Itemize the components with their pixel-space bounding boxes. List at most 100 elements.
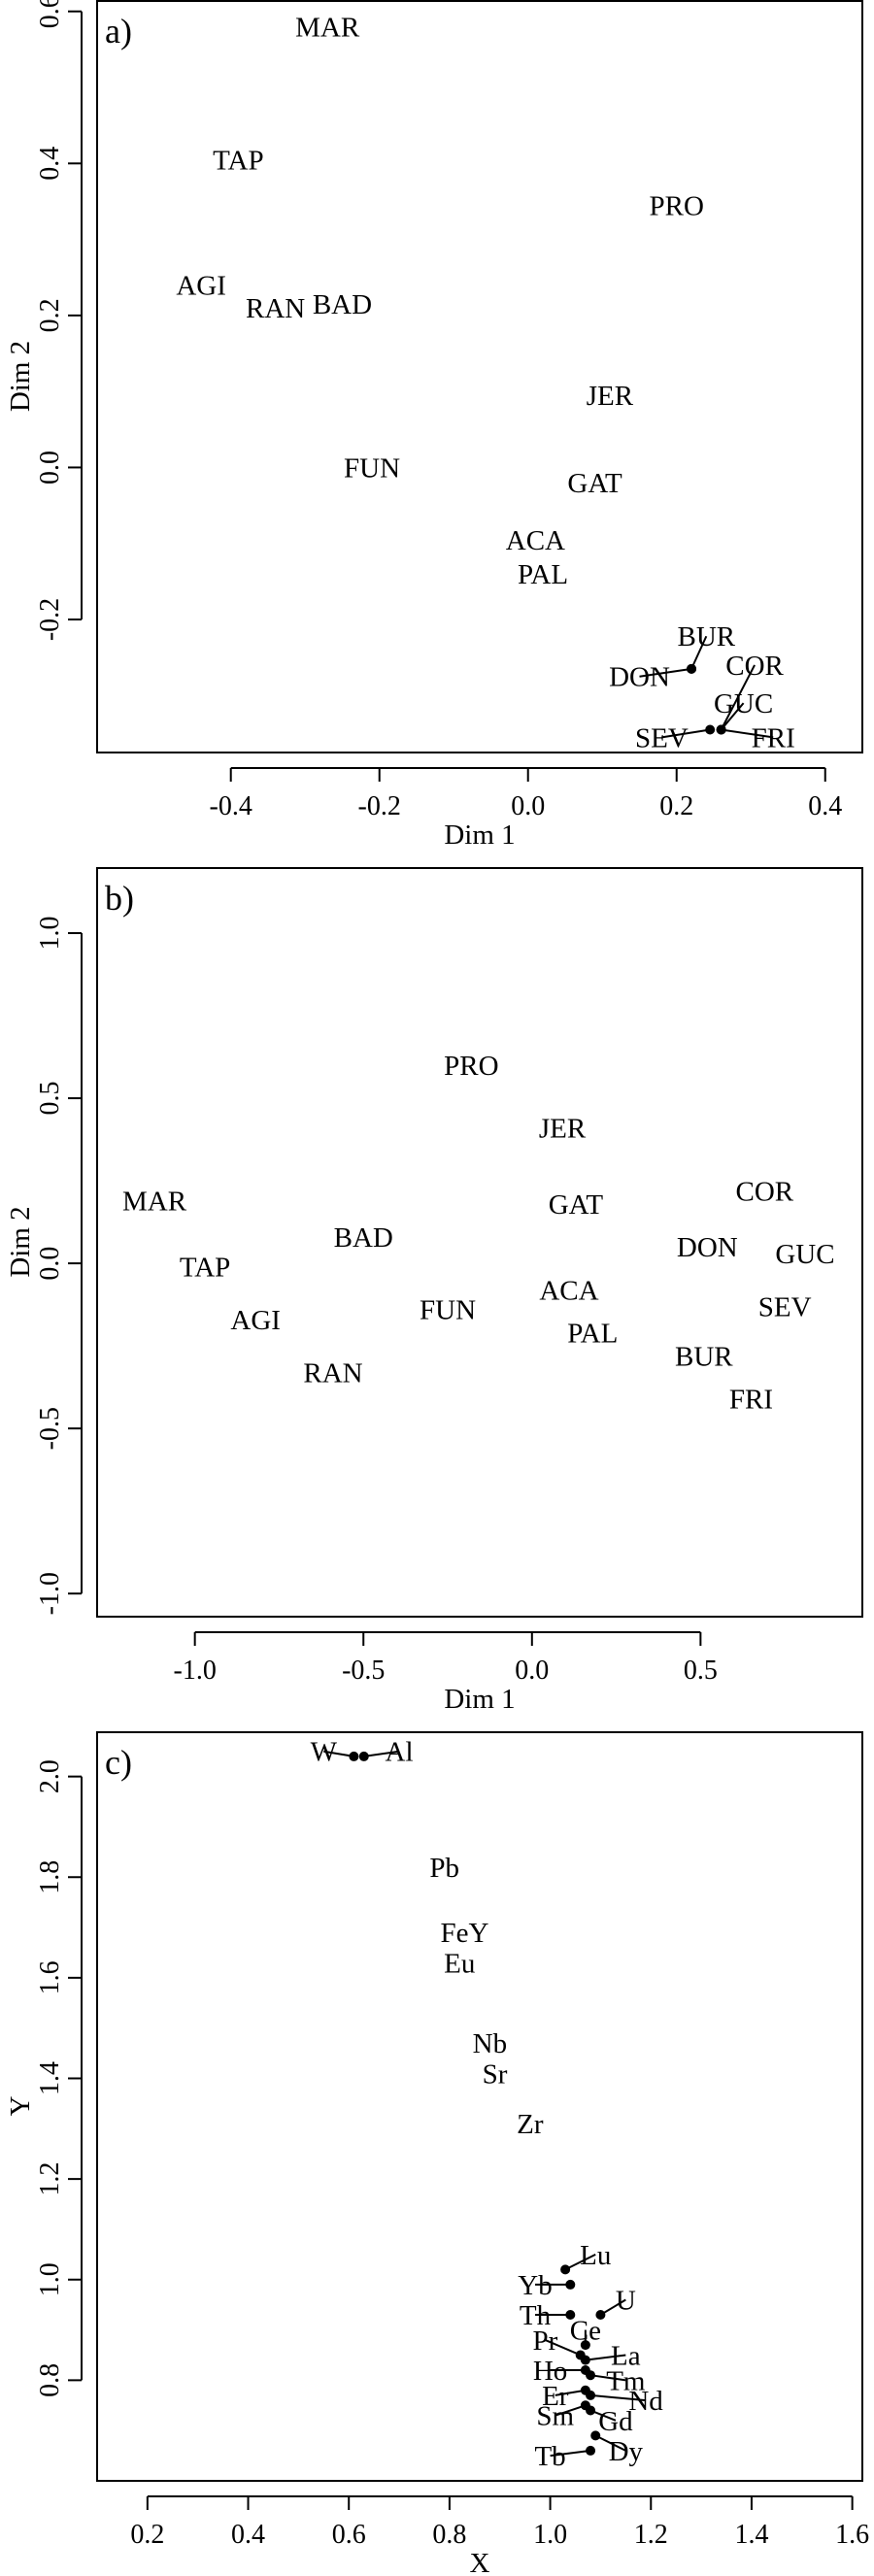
y-tick-label: 0.0: [35, 1247, 65, 1281]
data-point: [580, 2355, 590, 2365]
x-tick-label: 1.0: [533, 2520, 567, 2550]
chart-panel-2: -1.0 -0.5 0.0 0.5 -1.0 -0.5 0.0 0.5 1.0 Dim 1 Dim …: [5, 867, 863, 1715]
point-label: Tb: [534, 2441, 565, 2472]
point-label: PAL: [567, 1319, 618, 1350]
data-point: [586, 2390, 596, 2400]
x-tick-label: -0.4: [210, 791, 252, 821]
y-tick-label: 1.0: [35, 2262, 65, 2296]
y-tick-label: -0.2: [35, 598, 65, 641]
leader-line: [599, 2298, 626, 2316]
y-tick-label: 1.4: [35, 2061, 65, 2095]
point-label: BAD: [313, 289, 372, 320]
point-label: GAT: [567, 468, 622, 499]
data-point: [580, 2340, 590, 2351]
x-axis-title: Dim 1: [444, 820, 515, 851]
y-tick-label: 0.6: [35, 0, 65, 28]
point-label: AGI: [230, 1305, 281, 1336]
x-tick-label: 0.2: [130, 2520, 164, 2550]
leader-line: [589, 2393, 647, 2402]
point-label: MAR: [295, 12, 360, 43]
leader-line: [545, 2339, 582, 2357]
leader-line: [585, 2354, 626, 2361]
point-label: GUC: [775, 1239, 834, 1270]
point-label: COR: [736, 1176, 794, 1207]
y-tick-label: 2.0: [35, 1759, 65, 1793]
data-point: [586, 2405, 596, 2416]
chart-panel-1: -0.4 -0.2 0.0 0.2 0.4 -0.2 0.0 0.2 0.4 0.6 Dim 1 Di…: [5, 0, 863, 851]
point-label: SEV: [635, 722, 689, 753]
point-label: GUC: [714, 688, 773, 719]
leader-line: [323, 1750, 354, 1757]
y-tick-label: 0.2: [35, 298, 65, 332]
leader-line: [555, 2389, 587, 2396]
plot-frame: [96, 1731, 863, 2482]
x-tick-label: 1.2: [634, 2520, 668, 2550]
point-label: Pb: [429, 1853, 459, 1884]
point-label: BUR: [678, 621, 736, 652]
leader-line: [720, 664, 756, 730]
point-label: SEV: [758, 1291, 812, 1322]
point-label: Eu: [444, 1948, 475, 1979]
leader-line: [661, 728, 711, 739]
point-label: RAN: [303, 1357, 362, 1388]
data-point: [358, 1751, 369, 1761]
x-tick-label: 0.8: [432, 2520, 466, 2550]
data-point: [565, 2310, 576, 2321]
data-point: [716, 724, 726, 735]
point-label: COR: [725, 651, 784, 682]
point-label: PAL: [518, 559, 568, 590]
point-label: JER: [587, 381, 634, 412]
x-tick-label: 0.6: [332, 2520, 366, 2550]
point-label: ACA: [506, 525, 565, 556]
point-label: ACA: [539, 1275, 598, 1306]
data-point: [565, 2279, 576, 2290]
data-point: [560, 2264, 571, 2275]
leader-line: [594, 2434, 626, 2452]
data-point: [687, 663, 697, 674]
point-label: Dy: [609, 2436, 644, 2467]
x-tick-label: -0.2: [358, 791, 401, 821]
y-tick-label: 0.4: [35, 147, 65, 181]
point-label: BUR: [675, 1341, 733, 1372]
panel-label: c): [105, 1743, 132, 1782]
point-label: Sr: [483, 2058, 508, 2090]
point-label: RAN: [246, 293, 305, 324]
data-point: [349, 1751, 359, 1761]
leader-line: [639, 667, 692, 678]
point-label: BAD: [334, 1222, 393, 1254]
x-tick-label: 0.4: [808, 791, 842, 821]
y-tick-label: 1.8: [35, 1860, 65, 1894]
point-label: Al: [386, 1737, 414, 1768]
point-label: U: [616, 2285, 636, 2316]
x-tick-label: 0.5: [684, 1656, 718, 1686]
x-tick-label: 0.0: [511, 791, 545, 821]
y-tick-label: 1.2: [35, 2162, 65, 2196]
point-label: DON: [609, 662, 670, 693]
point-label: Gd: [598, 2406, 633, 2437]
y-tick-label: -1.0: [35, 1572, 65, 1615]
leader-line: [589, 2374, 626, 2382]
x-axis-title: Dim 1: [444, 1684, 515, 1715]
point-label: Nb: [473, 2028, 507, 2059]
point-label: Tm: [606, 2365, 646, 2396]
point-label: PRO: [444, 1051, 498, 1082]
leader-line: [363, 1750, 400, 1757]
point-label: AGI: [176, 271, 226, 302]
point-label: GAT: [549, 1189, 604, 1221]
point-label: Sm: [536, 2401, 574, 2432]
point-label: FRI: [752, 722, 795, 753]
point-label: Er: [542, 2381, 569, 2412]
point-label: Yb: [518, 2270, 552, 2301]
leader-line: [550, 2449, 591, 2458]
x-tick-label: 0.2: [659, 791, 693, 821]
y-axis-title: Dim 2: [5, 1206, 36, 1277]
point-label: DON: [677, 1232, 738, 1263]
point-label: La: [611, 2340, 641, 2371]
data-point: [595, 2310, 606, 2321]
y-tick-label: 1.6: [35, 1960, 65, 1994]
panel-label: a): [105, 12, 132, 50]
point-label: PRO: [650, 190, 704, 221]
leader-line: [555, 2404, 587, 2417]
point-label: TAP: [180, 1253, 230, 1284]
